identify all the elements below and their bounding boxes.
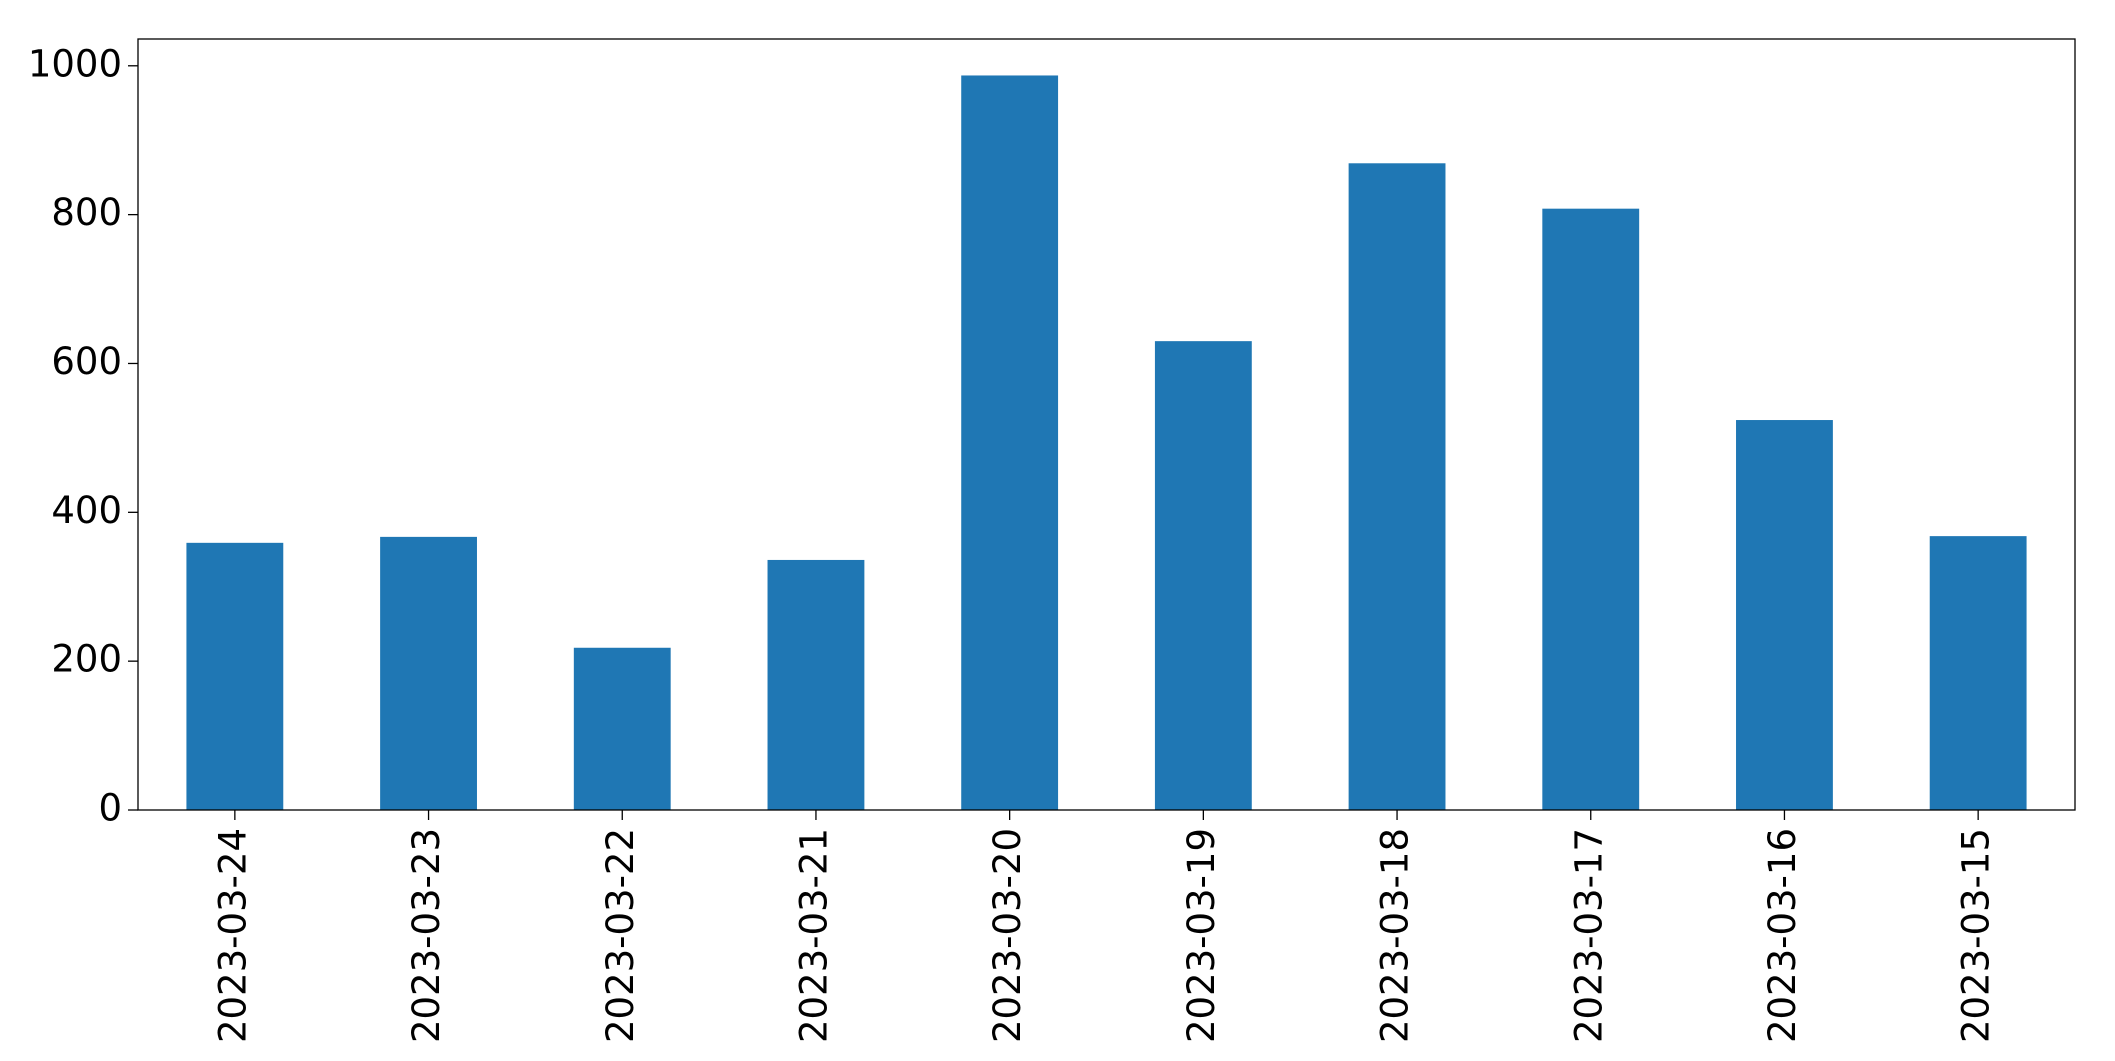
x-tick-label: 2023-03-24 bbox=[211, 828, 254, 1043]
bar bbox=[186, 542, 284, 810]
bar bbox=[380, 536, 477, 810]
x-tick-label: 2023-03-20 bbox=[986, 828, 1029, 1043]
y-tick-label: 800 bbox=[51, 191, 122, 234]
x-tick-label: 2023-03-17 bbox=[1567, 828, 1610, 1043]
x-tick-label: 2023-03-23 bbox=[405, 828, 448, 1043]
y-tick-label: 600 bbox=[51, 340, 122, 383]
plot-frame bbox=[137, 38, 2076, 811]
x-tick-label: 2023-03-18 bbox=[1374, 828, 1417, 1043]
y-tick-label: 1000 bbox=[28, 42, 122, 85]
x-tick-label: 2023-03-21 bbox=[792, 828, 835, 1043]
bar bbox=[573, 647, 671, 810]
bar bbox=[1348, 163, 1446, 810]
bar bbox=[961, 75, 1059, 811]
y-tick-label: 0 bbox=[98, 787, 122, 830]
bar bbox=[767, 559, 865, 810]
y-tick-label: 400 bbox=[51, 489, 122, 532]
bar bbox=[1736, 420, 1833, 810]
x-tick-label: 2023-03-15 bbox=[1955, 828, 1998, 1043]
bar bbox=[1929, 536, 2027, 810]
y-tick-label: 200 bbox=[51, 638, 122, 681]
bar bbox=[1542, 208, 1640, 810]
bar bbox=[1154, 341, 1252, 810]
x-tick-label: 2023-03-19 bbox=[1180, 828, 1223, 1043]
x-tick-label: 2023-03-22 bbox=[599, 828, 642, 1043]
x-tick-label: 2023-03-16 bbox=[1761, 828, 1804, 1043]
